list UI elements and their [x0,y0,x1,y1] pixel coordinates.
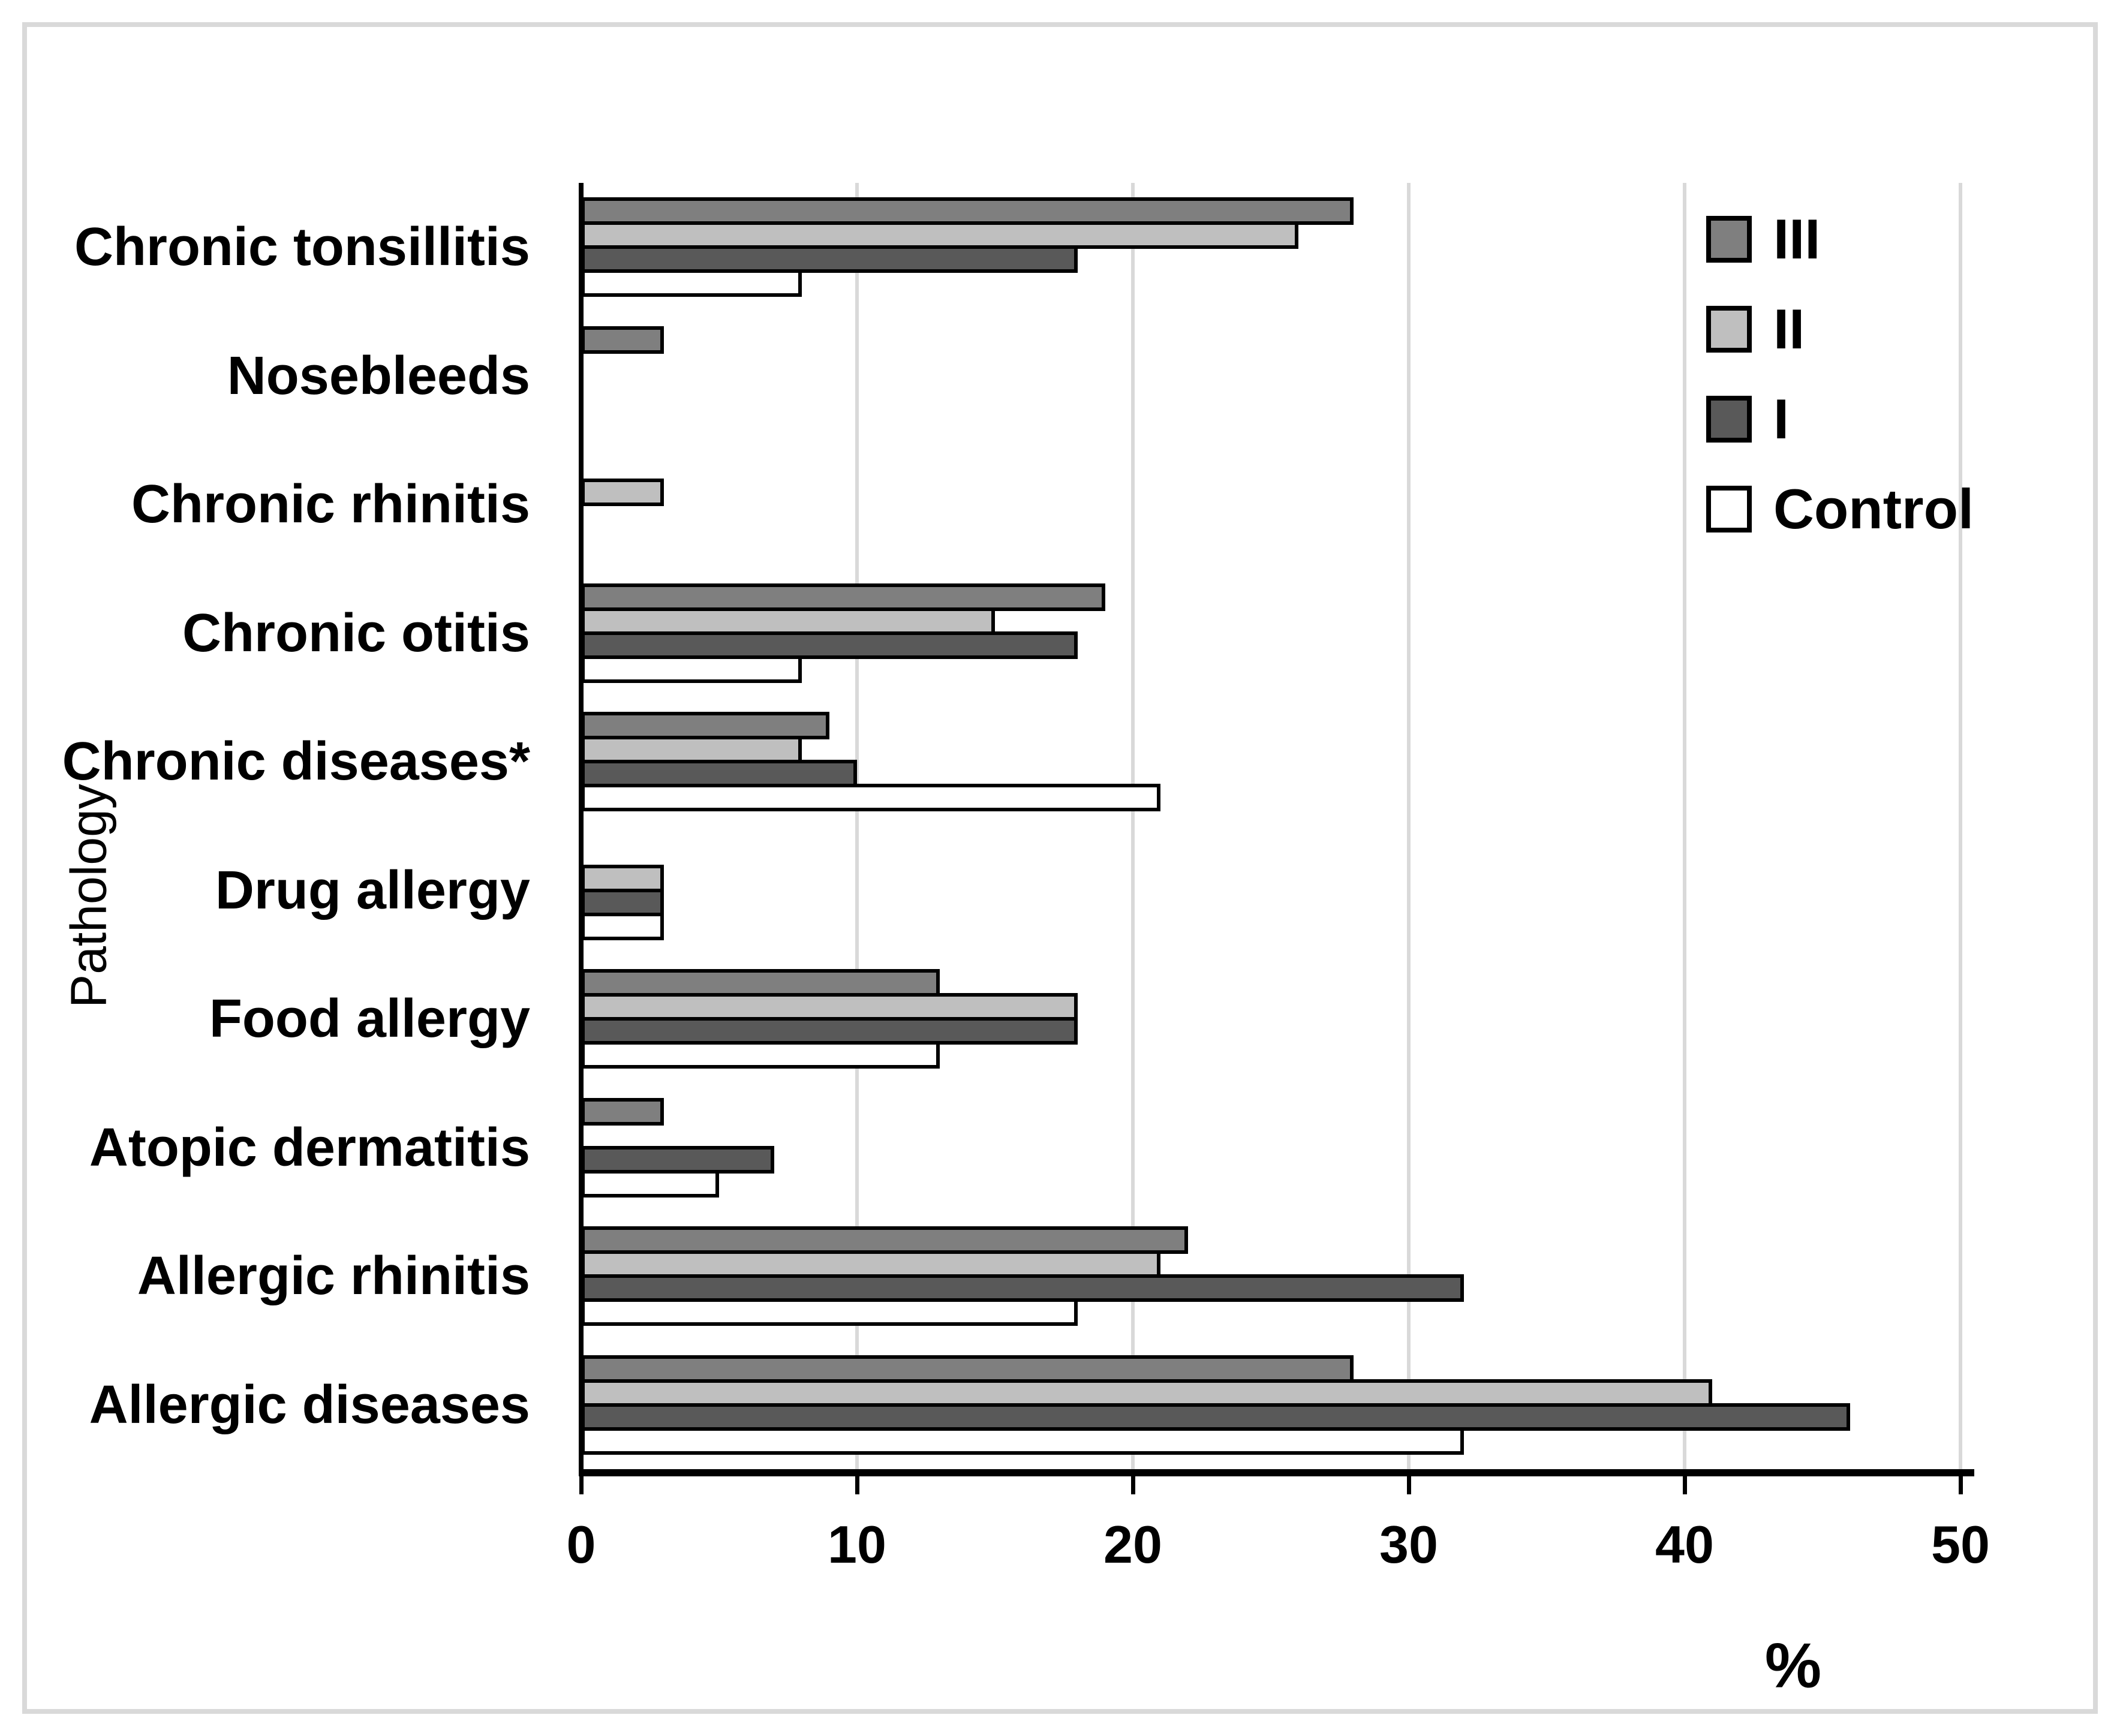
bar-ii [581,993,1078,1021]
gridline-40 [1683,183,1686,1469]
category-label: Atopic dermatitis [89,1117,530,1178]
gridline-30 [1407,183,1411,1469]
legend-swatch-iii [1706,216,1752,263]
bar-control [581,269,802,297]
category-label: Drug allergy [215,860,530,920]
x-axis-tick-labels: 0 10 20 30 40 50 [567,1515,1990,1584]
x-tick-label-30: 30 [1379,1515,1438,1574]
bar-control [581,1298,1078,1326]
x-axis-line [579,1469,1974,1476]
category-label: Chronic otitis [182,603,530,663]
bar-row [581,1084,1960,1213]
bar-row [581,440,1960,569]
bar-slot-empty [581,841,1960,865]
bar-control [581,1041,940,1069]
bar-control [581,1169,719,1198]
legend-item-i: I [1706,391,1974,447]
legend-item-iii: III [1706,211,1974,267]
legend-item-control: Control [1706,481,1974,537]
plot-area [581,183,1962,1469]
bar-i [581,1145,774,1174]
bar-i [581,245,1078,273]
legend-label: I [1773,387,1790,450]
bar-row [581,697,1960,826]
x-tick-20 [1131,1476,1135,1494]
bar-row [581,569,1960,698]
category-label: Allergic rhinitis [137,1246,530,1306]
x-tick-label-0: 0 [566,1515,596,1574]
legend-swatch-i [1706,396,1752,443]
category-label: Allergic diseases [89,1374,530,1435]
bar-row [581,1212,1960,1341]
y-axis-line [579,183,584,1476]
x-tick-40 [1683,1476,1687,1494]
x-axis-ticks [579,1476,1963,1496]
category-label: Chronic rhinitis [131,474,530,534]
bar-control [581,784,1160,811]
x-tick-30 [1407,1476,1411,1494]
category-label: Chronic tonsillitis [74,217,530,277]
legend-swatch-ii [1706,306,1752,353]
x-tick-label-40: 40 [1655,1515,1714,1574]
category-label: Food allergy [209,989,530,1049]
legend-label: Control [1773,477,1974,540]
x-axis-unit-label: % [1764,1630,1822,1701]
bar-row [581,955,1960,1084]
bar-row [581,1341,1960,1470]
bar-ii [581,479,664,506]
bar-i [581,888,664,916]
bar-iii [581,1097,664,1126]
category-label: Chronic diseases* [62,732,530,792]
category-label: Nosebleeds [227,345,530,406]
gridline-10 [855,183,859,1469]
bar-control [581,655,802,683]
legend-swatch-control [1706,486,1752,532]
bar-row [581,183,1960,312]
bar-row [581,826,1960,955]
y-axis-title: Pathology [60,784,117,1008]
bar-rows [581,183,1960,1469]
x-tick-label-20: 20 [1103,1515,1162,1574]
bar-control [581,1427,1464,1455]
legend-label: III [1773,207,1821,270]
category-labels: Chronic tonsillitis Nosebleeds Chronic rhi… [30,183,530,1469]
bar-control [581,912,664,940]
x-tick-label-50: 50 [1931,1515,1990,1574]
x-tick-50 [1959,1476,1963,1494]
x-tick-0 [579,1476,584,1494]
legend-item-ii: II [1706,301,1974,357]
x-tick-label-10: 10 [828,1515,886,1574]
bar-i [581,631,1078,659]
gridline-20 [1131,183,1135,1469]
x-tick-10 [855,1476,859,1494]
legend-label: II [1773,297,1805,360]
gridline-50 [1959,183,1962,1469]
bar-slot-empty [581,1122,1960,1146]
legend: III II I Control [1706,211,1974,537]
